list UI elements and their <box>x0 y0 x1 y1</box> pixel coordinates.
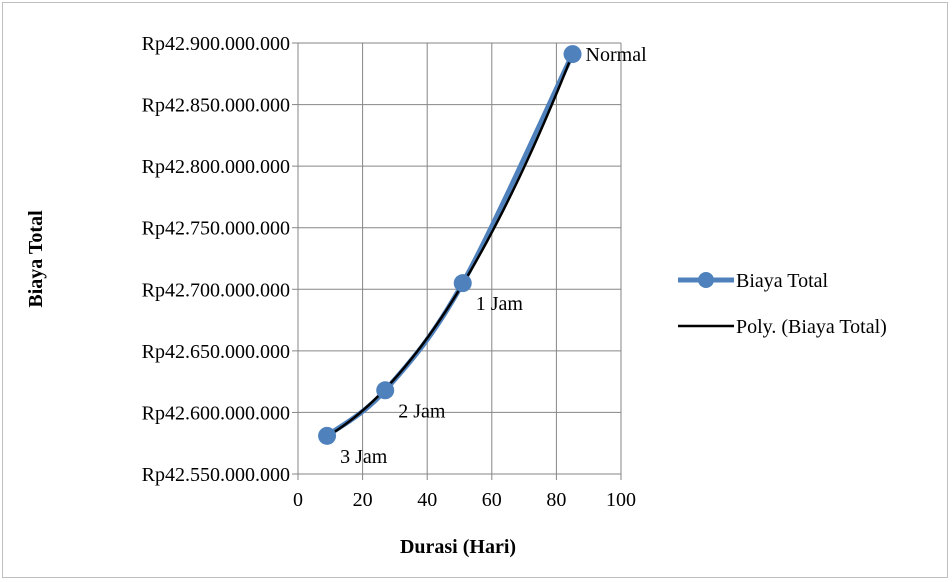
y-tick-label: Rp42.700.000.000 <box>142 279 290 301</box>
data-point-marker <box>453 274 472 293</box>
legend-label-poly: Poly. (Biaya Total) <box>736 316 887 338</box>
series-layer <box>318 45 582 445</box>
data-label: Normal <box>586 44 648 66</box>
x-tick-label: 100 <box>606 489 636 511</box>
x-axis-title: Durasi (Hari) <box>400 536 516 558</box>
y-axis-ticks: Rp42.550.000.000 Rp42.600.000.000 Rp42.650… <box>142 33 290 486</box>
x-tick-label: 0 <box>293 489 303 511</box>
x-axis-ticks: 0 20 40 60 80 100 <box>293 489 636 511</box>
data-point-marker <box>318 426 337 445</box>
trendline-poly-biaya-total <box>326 53 574 438</box>
legend-label-biaya-total: Biaya Total <box>736 270 829 292</box>
y-axis-title: Biaya Total <box>25 210 47 308</box>
y-tick-label: Rp42.900.000.000 <box>142 33 290 55</box>
x-tick-label: 80 <box>546 489 566 511</box>
x-tick-label: 40 <box>417 489 437 511</box>
y-tick-label: Rp42.600.000.000 <box>142 402 290 424</box>
gridlines <box>292 42 622 480</box>
y-tick-label: Rp42.800.000.000 <box>142 156 290 178</box>
legend-swatch-biaya-total-marker <box>698 272 714 288</box>
legend: Biaya Total Poly. (Biaya Total) <box>678 270 887 338</box>
data-label: 3 Jam <box>340 446 388 468</box>
data-label: 1 Jam <box>476 293 524 315</box>
data-point-marker <box>563 45 582 64</box>
y-tick-label: Rp42.650.000.000 <box>142 341 290 363</box>
y-tick-label: Rp42.750.000.000 <box>142 218 290 240</box>
x-tick-label: 60 <box>482 489 502 511</box>
data-labels: 3 Jam 2 Jam 1 Jam Normal <box>340 44 647 468</box>
y-tick-label: Rp42.550.000.000 <box>142 464 290 486</box>
y-tick-label: Rp42.850.000.000 <box>142 95 290 117</box>
series-line-biaya-total <box>325 53 575 438</box>
data-label: 2 Jam <box>398 400 446 422</box>
data-point-marker <box>376 381 395 400</box>
x-tick-label: 20 <box>353 489 373 511</box>
